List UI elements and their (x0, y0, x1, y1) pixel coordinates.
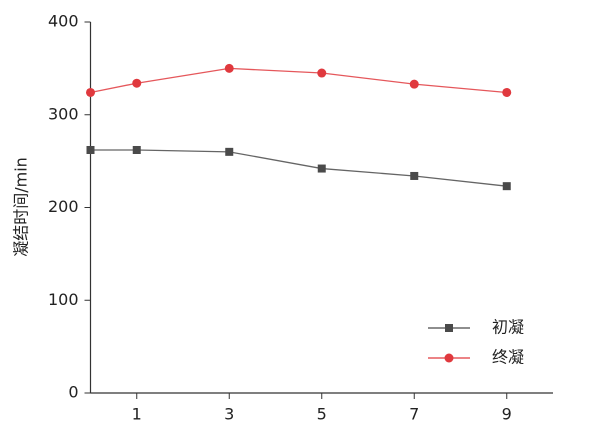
legend-marker (444, 353, 454, 363)
x-tick-label: 9 (502, 405, 512, 424)
x-tick-label: 3 (224, 405, 234, 424)
data-point (225, 147, 234, 156)
y-tick-label: 0 (68, 383, 78, 402)
y-tick-label: 100 (48, 290, 79, 309)
y-axis-label: 凝结时间/min (12, 157, 31, 257)
legend-marker (445, 324, 453, 332)
x-tick-label: 5 (317, 405, 327, 424)
data-point (317, 68, 327, 78)
data-point (409, 79, 419, 89)
x-tick-label: 1 (132, 405, 142, 424)
y-tick-label: 200 (48, 197, 79, 216)
data-point (86, 145, 95, 154)
data-point (317, 164, 326, 173)
y-tick-label: 300 (48, 104, 79, 123)
data-point (502, 182, 511, 191)
data-point (132, 78, 142, 88)
data-point (132, 145, 141, 154)
legend-label: 终凝 (492, 348, 524, 367)
data-point (86, 87, 95, 97)
series-line (90, 149, 507, 187)
data-point (224, 63, 234, 73)
x-tick-label: 7 (409, 405, 419, 424)
data-point (502, 87, 512, 97)
data-point (410, 171, 419, 180)
series-line (90, 67, 507, 94)
y-tick-label: 400 (48, 12, 79, 31)
legend-label: 初凝 (492, 318, 524, 337)
